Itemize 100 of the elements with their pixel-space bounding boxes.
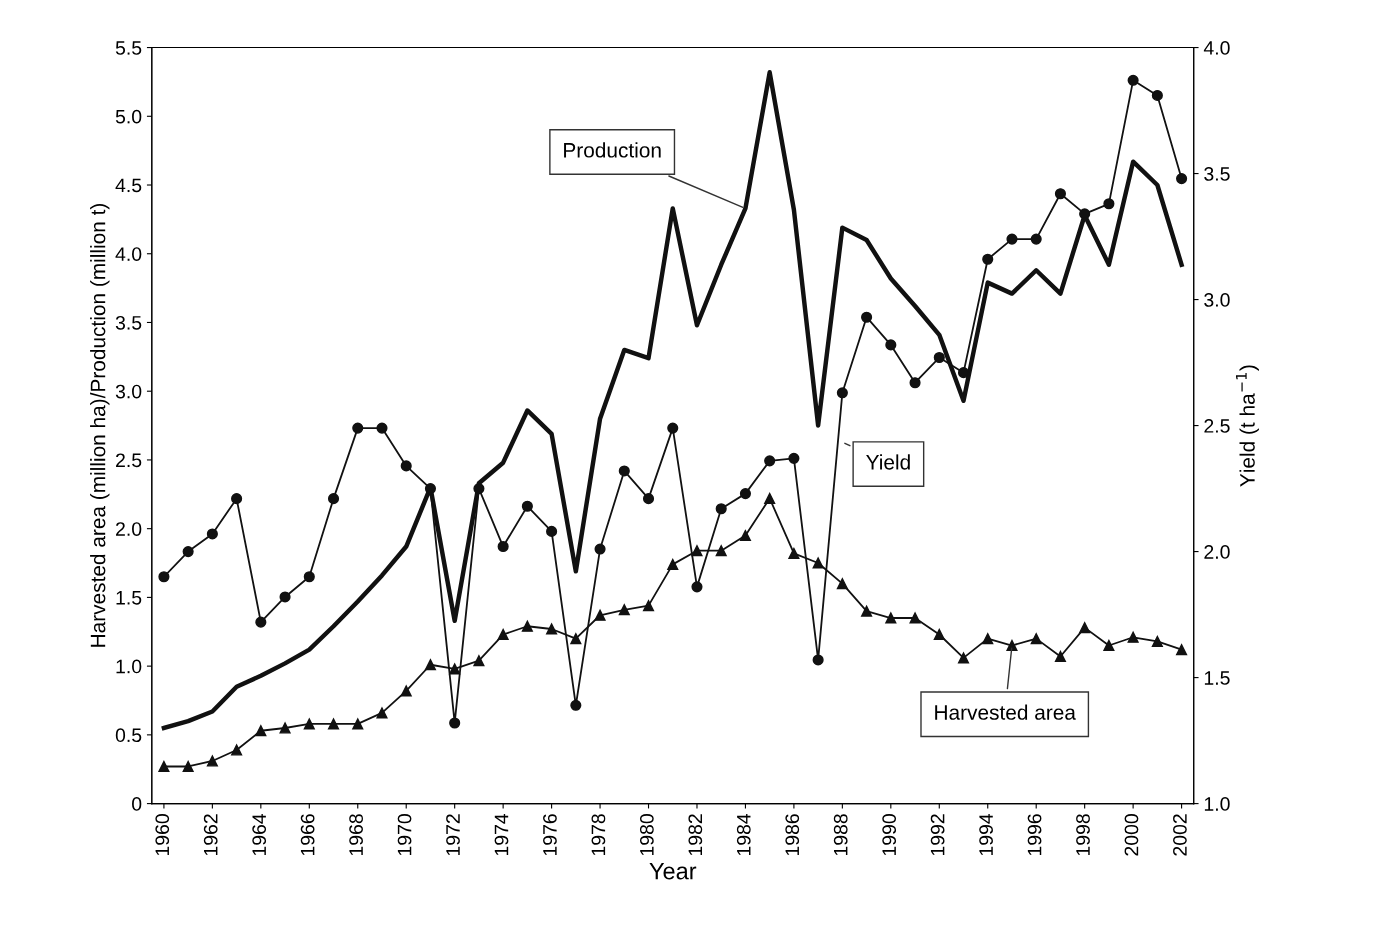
point [473,483,485,495]
point [957,652,970,664]
point [1176,173,1188,185]
point [1176,644,1188,656]
point [1151,89,1163,101]
x-tick-label: 1968 [349,814,363,856]
point [231,493,243,505]
point [812,557,824,569]
x-tick-label: 1974 [494,813,509,856]
series-label: Yield [866,454,910,470]
point [303,571,315,583]
point [303,718,315,730]
point [594,543,606,555]
y-tick-label: 0 [132,797,142,811]
point [618,465,630,477]
point [618,604,630,616]
point [327,718,340,730]
point [739,529,751,542]
point [279,591,291,603]
point [1127,74,1139,86]
point [1151,635,1163,647]
point [570,699,582,711]
point [691,545,703,557]
y2-tick-label: 4.0 [1203,41,1230,55]
x-tick-label: 1962 [203,814,218,856]
point [1030,233,1042,245]
point [158,760,170,773]
point [352,422,364,434]
point [836,387,848,399]
y-tick-label: 2.0 [116,522,142,536]
point [642,600,655,612]
x-tick-label: 1966 [300,814,315,856]
y2-axis-title: Yield (t ha$^{−1}$) [1236,365,1259,487]
y-tick-label: 2.5 [116,453,142,468]
point [812,654,824,666]
x-tick-label: 1982 [688,814,703,856]
point [594,609,606,621]
x-tick-label: 1992 [930,814,945,856]
point [715,545,727,557]
point [1079,208,1091,220]
point [570,633,582,645]
point [158,571,170,583]
y-tick-label: 0.5 [115,728,142,743]
point [1006,233,1018,245]
point [1054,650,1066,663]
text: Production [564,142,661,158]
y-tick-label: 5.0 [115,109,142,124]
point [982,253,994,265]
point [861,311,873,323]
x-tick-label: 1976 [543,814,557,856]
point [182,546,194,558]
point [497,628,509,641]
point [739,488,751,500]
point [255,725,267,737]
y-tick-label: 4.0 [115,247,142,261]
y-tick-label: 3.5 [115,315,142,330]
point [1127,631,1139,643]
point [400,685,412,697]
y-tick-label: 5.5 [115,41,142,55]
point [909,377,921,389]
point [933,628,945,641]
point [376,707,388,719]
point [667,558,679,570]
point [546,623,558,635]
point [376,422,388,434]
y2-tick-label: 2.0 [1204,545,1230,559]
x-tick-label: 1980 [639,814,654,856]
point [400,460,412,472]
point [1079,622,1091,634]
point [1030,633,1042,645]
y-tick-label: 4.5 [115,178,142,193]
x-tick-label: 1998 [1076,814,1090,856]
point [424,659,437,671]
y-tick-label: 1.0 [116,659,142,674]
point [885,339,897,351]
x-tick-label: 1986 [785,814,800,856]
point [885,612,897,624]
point [424,483,437,495]
point [546,525,558,537]
point [231,744,243,756]
point [764,455,776,467]
x-tick-label: 1964 [252,813,267,856]
point [182,760,194,773]
point [836,578,848,590]
y-tick-label: 3.0 [115,384,142,399]
point [352,718,364,730]
point [1006,639,1018,652]
y-tick-label: 1.5 [116,591,142,605]
x-tick-label: 1984 [736,813,751,856]
point [715,503,727,515]
point [473,655,485,667]
point [521,500,533,512]
point [449,717,461,729]
point [279,722,291,734]
point [327,493,340,505]
x-tick-label: 1960 [155,814,170,856]
x-tick-label: 1972 [446,814,460,856]
x-tick-label: 2002 [1173,814,1187,856]
x-tick-label: 1978 [591,814,606,856]
point [1103,198,1115,210]
